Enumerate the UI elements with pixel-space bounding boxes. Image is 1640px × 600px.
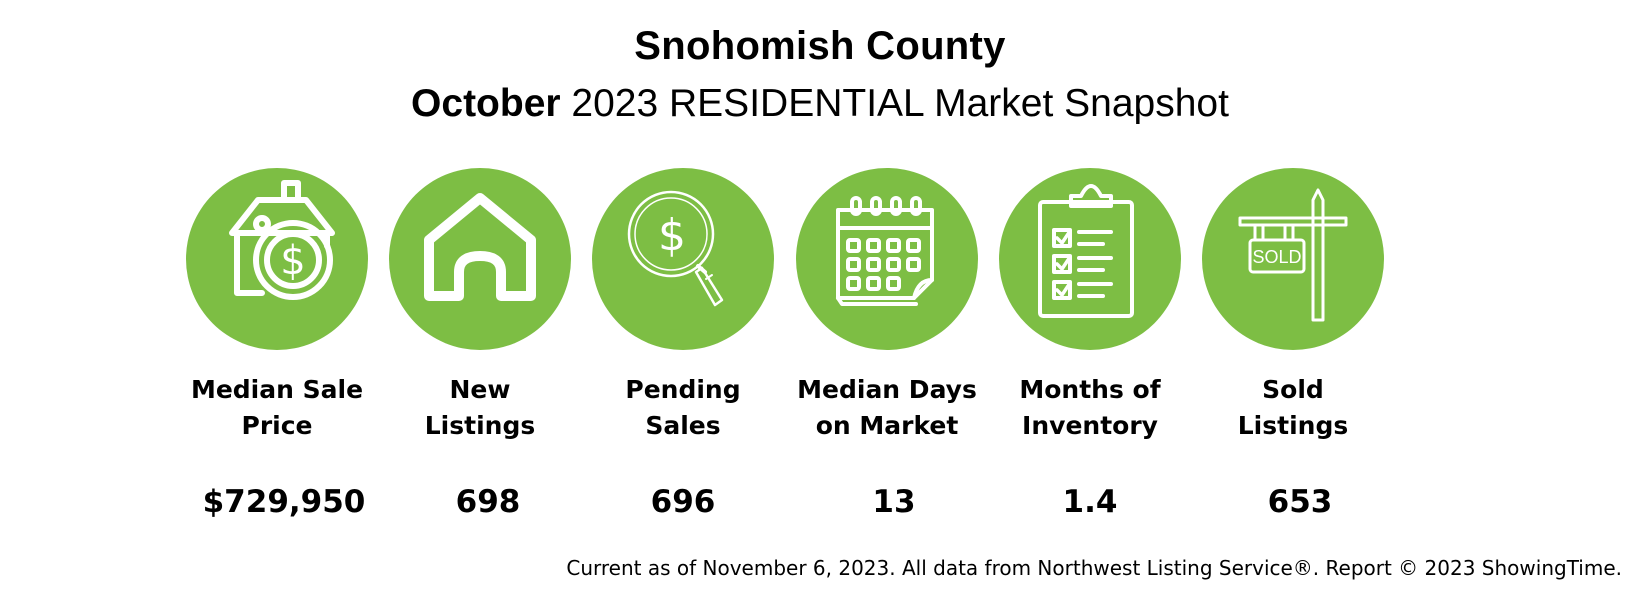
stat-label: Median Days on Market bbox=[797, 375, 977, 440]
svg-text:$: $ bbox=[280, 238, 305, 284]
dollar-sign-icon: $ bbox=[280, 238, 305, 284]
svg-text:$: $ bbox=[658, 210, 686, 261]
house-dollar-icon bbox=[229, 180, 335, 300]
page-subtitle: October 2023 RESIDENTIAL Market Snapshot bbox=[0, 80, 1640, 128]
stat-label: Pending Sales bbox=[625, 375, 741, 440]
stat-label: Months of Inventory bbox=[1019, 375, 1161, 440]
stat-value: 653 bbox=[1267, 484, 1333, 520]
stat-median-days-on-market: Median Days on Market 13 bbox=[777, 168, 997, 522]
footer-note: Current as of November 6, 2023. All data… bbox=[566, 556, 1622, 580]
stat-value: $729,950 bbox=[202, 484, 366, 520]
stat-icon-circle bbox=[999, 168, 1181, 350]
subtitle-month: October bbox=[411, 82, 561, 125]
stat-label: New Listings bbox=[424, 375, 536, 440]
sold-sign-icon bbox=[1238, 188, 1348, 322]
subtitle-text: 2023 RESIDENTIAL Market Snapshot bbox=[560, 82, 1229, 125]
stat-value: 698 bbox=[455, 484, 521, 520]
stat-label: Sold Listings bbox=[1237, 375, 1349, 440]
stat-icon-circle: $ bbox=[592, 168, 774, 350]
house-icon bbox=[424, 193, 536, 301]
calendar-icon bbox=[836, 196, 934, 306]
stat-icon-circle bbox=[796, 168, 978, 350]
stat-median-sale-price: $ Median Sale Price $729,950 bbox=[167, 168, 387, 522]
svg-text:SOLD: SOLD bbox=[1252, 247, 1301, 267]
stat-pending-sales: $ Pending Sales 696 bbox=[573, 168, 793, 522]
stat-value: 696 bbox=[650, 484, 716, 520]
clipboard-checklist-icon bbox=[1038, 184, 1134, 318]
sold-sign-text: SOLD bbox=[1252, 247, 1301, 267]
stat-sold-listings: SOLD Sold Listings 653 bbox=[1183, 168, 1403, 522]
stat-label: Median Sale Price bbox=[190, 375, 364, 440]
magnifier-dollar-icon bbox=[627, 190, 724, 307]
stat-value: 13 bbox=[872, 484, 916, 520]
page-title: Snohomish County bbox=[634, 24, 1006, 68]
stat-new-listings: New Listings 698 bbox=[370, 168, 590, 522]
stat-icon-circle: $ bbox=[186, 168, 368, 350]
dollar-sign-icon: $ bbox=[658, 210, 686, 261]
stat-value: 1.4 bbox=[1062, 484, 1118, 520]
stat-icon-circle: SOLD bbox=[1202, 168, 1384, 350]
stat-icon-circle bbox=[389, 168, 571, 350]
stat-months-of-inventory: Months of Inventory 1.4 bbox=[980, 168, 1200, 522]
